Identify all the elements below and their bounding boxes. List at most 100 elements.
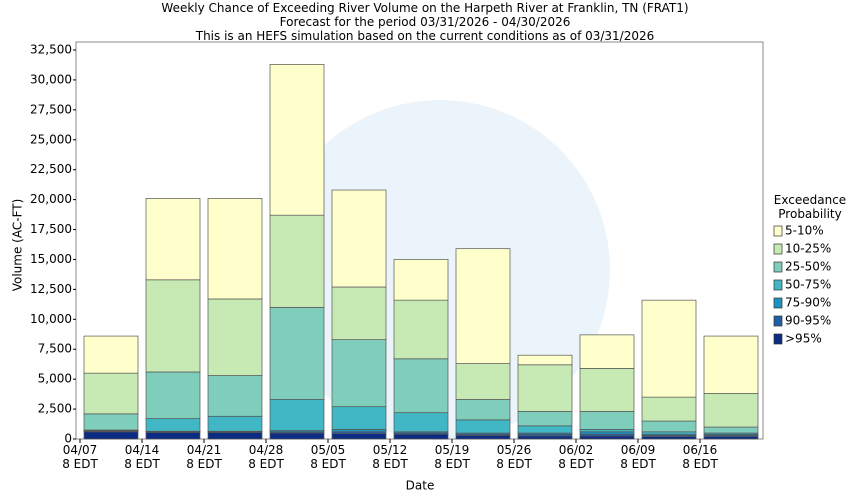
legend-label: 50-75% [785, 278, 831, 292]
bar-segment [207, 375, 263, 417]
legend-swatch [773, 225, 783, 237]
bar-segment [393, 433, 449, 440]
x-tick-label: 04/21 8 EDT [186, 443, 222, 471]
bar-segment [83, 372, 139, 415]
y-tick-label: 22,500 [30, 162, 72, 176]
x-tick-line: 06/16 [683, 443, 718, 457]
title-line: Weekly Chance of Exceeding River Volume … [161, 1, 688, 15]
bar-segment [579, 429, 635, 433]
bar-segment [393, 299, 449, 360]
bar-segment [579, 431, 635, 435]
bar-segment [455, 248, 511, 364]
bar-segment [145, 198, 201, 281]
bar-segment [517, 364, 573, 412]
legend-swatch [773, 279, 783, 291]
bar-segment [331, 189, 387, 288]
y-axis-label: Volume (AC-FT) [11, 199, 25, 292]
bar-segment [641, 396, 697, 422]
x-tick-line: 8 EDT [620, 457, 656, 471]
bar-segment [703, 426, 759, 434]
bar-segment [331, 286, 387, 341]
x-tick-line: 8 EDT [372, 457, 408, 471]
x-tick-label: 04/28 8 EDT [248, 443, 284, 471]
x-tick-label: 05/26 8 EDT [496, 443, 532, 471]
bar-segment [641, 420, 697, 433]
x-tick-label: 04/07 8 EDT [62, 443, 98, 471]
y-tick-label: 10,000 [30, 312, 72, 326]
bar-segment [331, 339, 387, 408]
bar-segment [269, 399, 325, 431]
bar-segment [207, 415, 263, 432]
legend-label: 25-50% [785, 260, 831, 274]
bar-segment [145, 418, 201, 432]
bar-segment [331, 406, 387, 430]
x-tick-label: 06/09 8 EDT [620, 443, 656, 471]
legend-swatch [773, 333, 783, 345]
legend-swatch [773, 243, 783, 255]
bar-segment [145, 279, 201, 373]
bar-segment [145, 432, 201, 440]
legend-title-line: Exceedance [774, 193, 846, 207]
bar-segment [207, 298, 263, 376]
bar-segment [641, 299, 697, 398]
x-tick-line: 05/05 [311, 443, 346, 457]
legend-title-line: Probability [778, 207, 841, 221]
bar-segment [517, 354, 573, 366]
x-tick-line: 8 EDT [62, 457, 98, 471]
y-tick-label: 5,000 [38, 372, 72, 386]
x-tick-line: 8 EDT [682, 457, 718, 471]
title-line: Forecast for the period 03/31/2026 - 04/… [280, 15, 571, 29]
x-tick-line: 8 EDT [248, 457, 284, 471]
bar-segment [703, 335, 759, 394]
legend-label: 90-95% [785, 314, 831, 328]
bar-segment [455, 435, 511, 440]
legend-label: >95% [785, 332, 822, 346]
bar-segment [331, 429, 387, 433]
bar-segment [579, 411, 635, 430]
x-tick-line: 8 EDT [186, 457, 222, 471]
x-tick-label: 05/19 8 EDT [434, 443, 470, 471]
x-tick-line: 8 EDT [434, 457, 470, 471]
bar-segment [207, 432, 263, 440]
x-tick-line: 04/21 [187, 443, 222, 457]
chart-title: Weekly Chance of Exceeding River Volume … [161, 1, 688, 43]
x-tick-line: 06/02 [559, 443, 594, 457]
x-tick-label: 05/05 8 EDT [310, 443, 346, 471]
x-tick-line: 04/28 [249, 443, 284, 457]
y-tick-label: 2,500 [38, 402, 72, 416]
x-tick-line: 8 EDT [496, 457, 532, 471]
y-tick-label: 0 [64, 432, 72, 446]
legend-label: 10-25% [785, 242, 831, 256]
bar-segment [641, 431, 697, 435]
bar-segment [83, 335, 139, 374]
x-tick-line: 06/09 [621, 443, 656, 457]
legend-label: 5-10% [785, 224, 824, 238]
legend-title: Exceedance Probability [774, 193, 846, 221]
bar-segment [269, 214, 325, 308]
y-tick-label: 27,500 [30, 102, 72, 116]
bar-segment [269, 64, 325, 216]
bar-segment [641, 436, 697, 440]
bar-segment [83, 413, 139, 431]
x-tick-line: 05/19 [435, 443, 470, 457]
bar-segment [455, 363, 511, 400]
bar-segment [331, 433, 387, 440]
y-tick-label: 15,000 [30, 252, 72, 266]
y-tick-label: 30,000 [30, 72, 72, 86]
legend-swatch [773, 261, 783, 273]
x-tick-line: 8 EDT [558, 457, 594, 471]
bar-segment [393, 412, 449, 433]
bar-segment [83, 431, 139, 440]
y-tick-label: 25,000 [30, 132, 72, 146]
bar-segment [207, 198, 263, 300]
x-tick-label: 04/14 8 EDT [124, 443, 160, 471]
y-tick-label: 32,500 [30, 43, 72, 57]
x-tick-line: 05/12 [373, 443, 408, 457]
x-tick-line: 8 EDT [310, 457, 346, 471]
bar-segment [579, 334, 635, 369]
bar-segment [703, 393, 759, 428]
bar-segment [269, 432, 325, 440]
bar-segment [455, 399, 511, 421]
x-tick-line: 04/14 [125, 443, 160, 457]
